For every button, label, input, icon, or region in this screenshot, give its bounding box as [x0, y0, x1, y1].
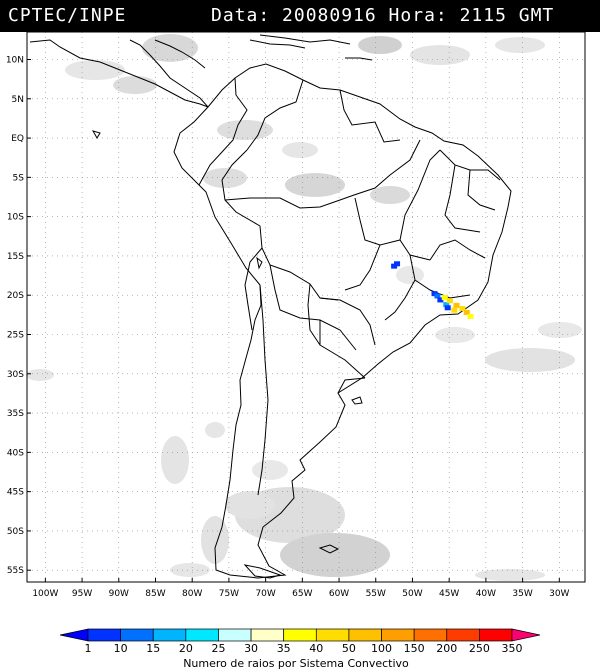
lightning-point: [434, 293, 441, 299]
lat-label: 55S: [7, 566, 24, 576]
colorbar: 1 10 15 20 25 30 35 40 50 100 150 200 250 350: [59, 628, 541, 655]
lightning-point: [394, 261, 401, 267]
colorbar-segment: [120, 628, 154, 642]
colorbar-label: 20: [179, 642, 193, 655]
colorbar-label: 150: [404, 642, 425, 655]
colorbar-segment: [381, 628, 415, 642]
lat-label: 20S: [7, 291, 24, 301]
colorbar-label: 350: [502, 642, 523, 655]
colorbar-label: 40: [309, 642, 323, 655]
colorbar-label: 100: [371, 642, 392, 655]
lon-label: 75W: [219, 589, 239, 599]
lon-label: 95W: [72, 589, 92, 599]
lightning-point: [463, 310, 470, 315]
lon-label: 40W: [476, 589, 496, 599]
lat-label: 25S: [7, 331, 24, 341]
colorbar-segment: [87, 628, 121, 642]
lat-label: 40S: [7, 448, 24, 458]
lon-label: 50W: [402, 589, 422, 599]
lightning-point: [441, 295, 448, 301]
source-label: CPTEC/INPE: [8, 5, 127, 26]
colorbar-title: Numero de raios por Sistema Convectivo: [183, 657, 409, 670]
coastline-layer: [29, 34, 512, 579]
lat-label: 10S: [7, 213, 24, 223]
colorbar-label: 25: [211, 642, 225, 655]
lat-label: 50S: [7, 527, 24, 537]
colorbar-label: 1: [85, 642, 92, 655]
lat-label: 10N: [6, 56, 24, 66]
colorbar-min-arrow: [59, 628, 89, 642]
colorbar-segment: [446, 628, 480, 642]
date-time-label: Data: 20080916 Hora: 2115 GMT: [211, 5, 555, 26]
lightning-point: [437, 297, 444, 303]
colorbar-label: 10: [114, 642, 128, 655]
latitude-labels: 10N 5N EQ 5S 10S 15S 20S 25S 30S 35S 40S 45S 50S 55S: [6, 56, 31, 576]
lon-label: 85W: [145, 589, 165, 599]
colorbar-segment: [218, 628, 252, 642]
lon-label: 55W: [366, 589, 386, 599]
lightning-point: [467, 313, 474, 319]
cloud-cover-layer: [26, 34, 582, 581]
colorbar-label: 50: [342, 642, 356, 655]
colorbar-segment: [250, 628, 285, 642]
lat-label: 45S: [7, 488, 24, 498]
lon-label: 65W: [292, 589, 312, 599]
colorbar-label: 250: [469, 642, 490, 655]
lat-label: 5N: [12, 95, 24, 105]
lon-label: 100W: [32, 589, 58, 599]
colorbar-label: 35: [277, 642, 291, 655]
lon-label: 80W: [182, 589, 202, 599]
lat-label: EQ: [11, 134, 24, 144]
colorbar-segment: [283, 628, 317, 642]
colorbar-segment: [315, 628, 350, 642]
lat-label: 30S: [7, 370, 24, 380]
lon-label: 30W: [549, 589, 569, 599]
colorbar-label: 200: [436, 642, 457, 655]
lon-label: 45W: [439, 589, 459, 599]
title-bar: CPTEC/INPE Data: 20080916 Hora: 2115 GMT: [0, 0, 600, 32]
lightning-point: [444, 305, 451, 311]
lat-label: 5S: [13, 173, 25, 183]
lightning-point: [459, 306, 466, 312]
lightning-point: [453, 302, 460, 308]
lon-label: 90W: [109, 589, 129, 599]
lon-label: 70W: [255, 589, 275, 599]
lon-label: 35W: [512, 589, 532, 599]
lat-label: 35S: [7, 409, 24, 419]
lightning-point: [451, 307, 458, 313]
lightning-point: [446, 298, 453, 304]
longitude-labels: 100W 95W 90W 85W 80W 75W 70W 65W 60W 55W 50W 45W 40W…: [32, 578, 570, 599]
colorbar-segment: [479, 628, 513, 642]
colorbar-max-arrow: [511, 628, 541, 642]
colorbar-segment: [348, 628, 382, 642]
lat-label: 15S: [7, 252, 24, 262]
lon-label: 60W: [329, 589, 349, 599]
lightning-markers: [391, 261, 474, 319]
colorbar-label: 15: [146, 642, 160, 655]
colorbar-segment: [413, 628, 448, 642]
map-frame: [26, 31, 586, 583]
colorbar-segment: [185, 628, 219, 642]
colorbar-label: 30: [244, 642, 258, 655]
colorbar-segment: [152, 628, 187, 642]
lightning-point: [443, 302, 450, 308]
